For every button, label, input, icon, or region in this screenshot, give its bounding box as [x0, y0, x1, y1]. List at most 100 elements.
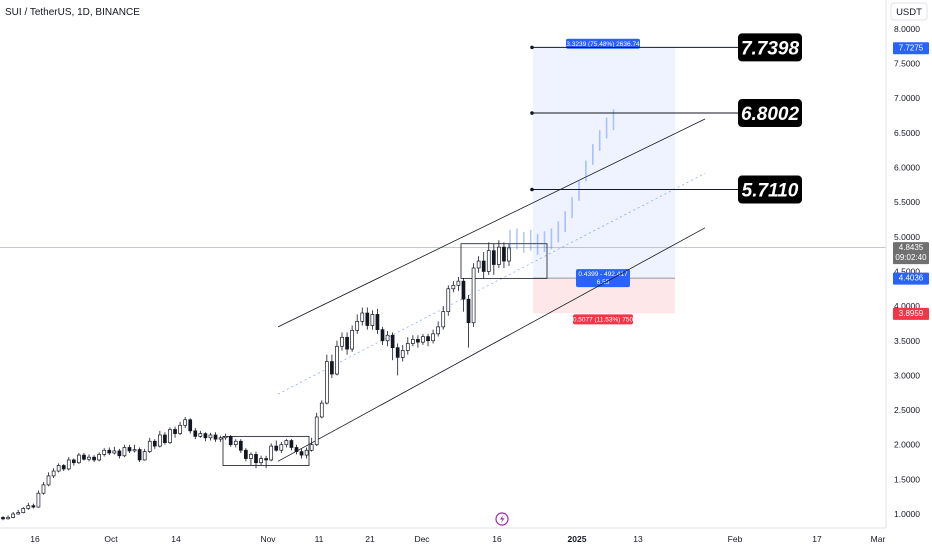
candle-body	[213, 434, 218, 440]
candle-body	[309, 444, 314, 451]
time-tick: 14	[171, 534, 181, 544]
time-tick: 16	[492, 534, 502, 544]
price-tick: 1.0000	[894, 509, 920, 519]
candle-body	[87, 456, 91, 460]
price-tick: 2.5000	[894, 405, 920, 415]
target-anchor-3	[530, 187, 534, 192]
price-axis[interactable]: 1.0000 1.5000 2.0000 2.5000 3.0000 3.5000 4.00…	[894, 24, 920, 519]
time-axis[interactable]: 16 Oct 14 Nov 11 21 Dec 16 2025 13 Feb 17 Mar	[30, 534, 885, 544]
candle-body	[92, 456, 96, 461]
projection-bars	[509, 109, 615, 255]
candle-body	[400, 350, 405, 358]
candle	[436, 321, 441, 337]
candle-body	[218, 437, 223, 440]
position-stop-label: 0.5077 (11.53%) 750	[573, 314, 633, 325]
candle	[456, 276, 461, 291]
candle-body	[380, 329, 385, 342]
candle	[249, 452, 253, 466]
long-position-tool[interactable]: 3.3239 (75.48%) 2636.74 0.4399 - 492.4176…	[533, 38, 675, 325]
candle-body	[198, 433, 203, 437]
target-label-3[interactable]: 5.7110	[738, 175, 802, 204]
candle-body	[233, 440, 238, 446]
candle-body	[36, 492, 41, 508]
candle-body	[71, 459, 76, 464]
candle	[1, 516, 5, 521]
candle-body	[183, 419, 188, 426]
price-tick: 4.0000	[894, 301, 920, 311]
candle	[127, 444, 132, 454]
target-lines[interactable]: 7.7398 6.8002 5.7110	[530, 33, 802, 204]
candle-body	[238, 440, 243, 451]
price-tick: 3.0000	[894, 370, 920, 380]
candle-body	[1, 517, 5, 520]
candle	[46, 472, 51, 487]
channel-lower-line[interactable]	[277, 227, 706, 462]
candle	[335, 340, 339, 376]
candle-body	[6, 517, 10, 520]
target-anchor-2	[530, 111, 534, 115]
candle	[370, 310, 375, 330]
candle-body	[294, 447, 299, 452]
candle-body	[77, 454, 81, 464]
candle	[411, 335, 415, 347]
candle-body	[476, 260, 481, 269]
dividend-event-icon[interactable]	[495, 512, 509, 526]
target-label-1[interactable]: 7.7398	[738, 33, 802, 62]
time-tick: 21	[365, 534, 375, 544]
channel-upper-line[interactable]	[277, 118, 706, 328]
candle	[380, 326, 385, 345]
candle	[102, 448, 107, 457]
candle-body	[97, 454, 101, 461]
candle-body	[436, 326, 441, 335]
target-label-bg	[738, 175, 802, 204]
price-tick: 7.5000	[894, 59, 920, 69]
candle-body	[279, 444, 284, 451]
time-tick: Nov	[260, 534, 276, 544]
price-tag-1-text: 7.7275	[899, 43, 924, 52]
candle	[152, 439, 157, 449]
candle	[497, 240, 501, 268]
time-tick: 11	[315, 534, 324, 544]
target-label-text: 5.7110	[742, 181, 799, 202]
candle	[360, 307, 365, 326]
candle	[451, 281, 456, 293]
candle	[355, 314, 360, 334]
candle	[294, 444, 299, 455]
candle	[21, 507, 26, 514]
candle	[147, 437, 152, 454]
target-label-2[interactable]: 6.8002	[738, 99, 802, 128]
ascending-channel[interactable]	[277, 118, 706, 462]
position-entry-label-text: 6.55	[597, 279, 610, 286]
candle-body	[264, 458, 268, 461]
chart-title: SUI / TetherUS, 1D, BINANCE	[5, 7, 140, 18]
channel-mid-line	[277, 173, 706, 395]
position-target-label: 3.3239 (75.48%) 2636.74	[566, 38, 640, 49]
price-tick: 5.5000	[894, 197, 920, 207]
candle-body	[122, 447, 127, 457]
last-price-tag-text: 4.8435	[899, 243, 924, 252]
candle-body	[481, 260, 486, 272]
candle	[238, 439, 243, 454]
price-tick: 8.0000	[894, 24, 920, 34]
candle-body	[269, 445, 274, 461]
candle-body	[385, 334, 390, 342]
last-price-tag-text: 09:02:40	[895, 253, 927, 262]
currency-label: USDT	[896, 7, 922, 18]
candle	[441, 306, 446, 330]
candle	[421, 333, 425, 345]
candle	[471, 263, 476, 327]
candle	[244, 448, 248, 462]
candle	[299, 448, 304, 459]
candle-body	[244, 449, 248, 459]
price-tag-1: 7.7275	[893, 42, 929, 55]
candle-body	[365, 312, 370, 326]
candle-body	[319, 402, 324, 418]
candle	[71, 458, 76, 466]
candle	[122, 444, 127, 458]
candle	[51, 468, 56, 478]
currency-button[interactable]: USDT	[890, 2, 928, 21]
candle	[61, 464, 66, 472]
candle-body	[11, 513, 15, 518]
